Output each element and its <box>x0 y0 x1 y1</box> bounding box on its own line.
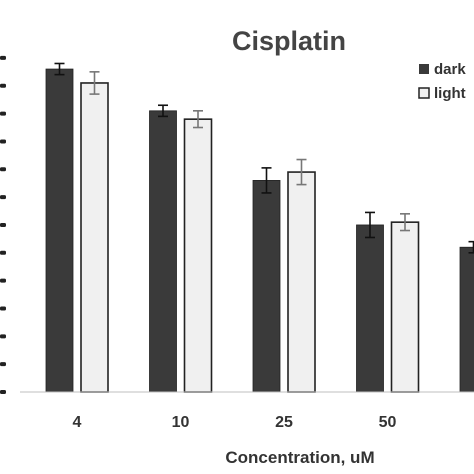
x-tick-label: 10 <box>172 414 190 431</box>
y-tick-mark <box>0 139 6 144</box>
y-tick-mark <box>0 55 6 60</box>
bar-light-25 <box>287 171 316 393</box>
x-tick-labels: 4 10 25 50 <box>73 414 397 431</box>
y-tick-mark <box>0 222 6 227</box>
y-axis-ticks <box>0 55 6 394</box>
chart-title: Cisplatin <box>232 26 346 56</box>
y-tick-mark <box>0 390 6 394</box>
bar-dark-25 <box>252 180 281 393</box>
bar-dark-10 <box>149 110 177 393</box>
y-tick-mark <box>0 250 6 255</box>
y-tick-mark <box>0 111 6 116</box>
legend-swatch-light <box>418 87 430 99</box>
bar-dark-50 <box>356 224 384 393</box>
bar-light-4 <box>80 82 109 393</box>
y-tick-mark <box>0 306 6 311</box>
x-axis-label: Concentration, uM <box>225 448 374 467</box>
x-tick-label: 50 <box>379 414 397 431</box>
x-tick-label: 4 <box>73 414 82 431</box>
legend-swatch-dark <box>419 64 429 74</box>
bar-light-50 <box>390 221 420 393</box>
y-tick-mark <box>0 278 6 283</box>
y-tick-mark <box>0 167 6 172</box>
legend: dark light <box>418 61 466 102</box>
error-bars <box>54 62 474 254</box>
bar-light-10 <box>183 118 213 393</box>
x-tick-label: 25 <box>275 414 293 431</box>
y-tick-mark <box>0 195 6 200</box>
legend-label-light: light <box>434 85 466 102</box>
y-tick-mark <box>0 334 6 339</box>
legend-label-dark: dark <box>434 61 466 78</box>
y-tick-mark <box>0 362 6 367</box>
bar-dark-cropped <box>459 246 474 393</box>
y-tick-mark <box>0 83 6 88</box>
bar-dark-4 <box>45 68 74 393</box>
